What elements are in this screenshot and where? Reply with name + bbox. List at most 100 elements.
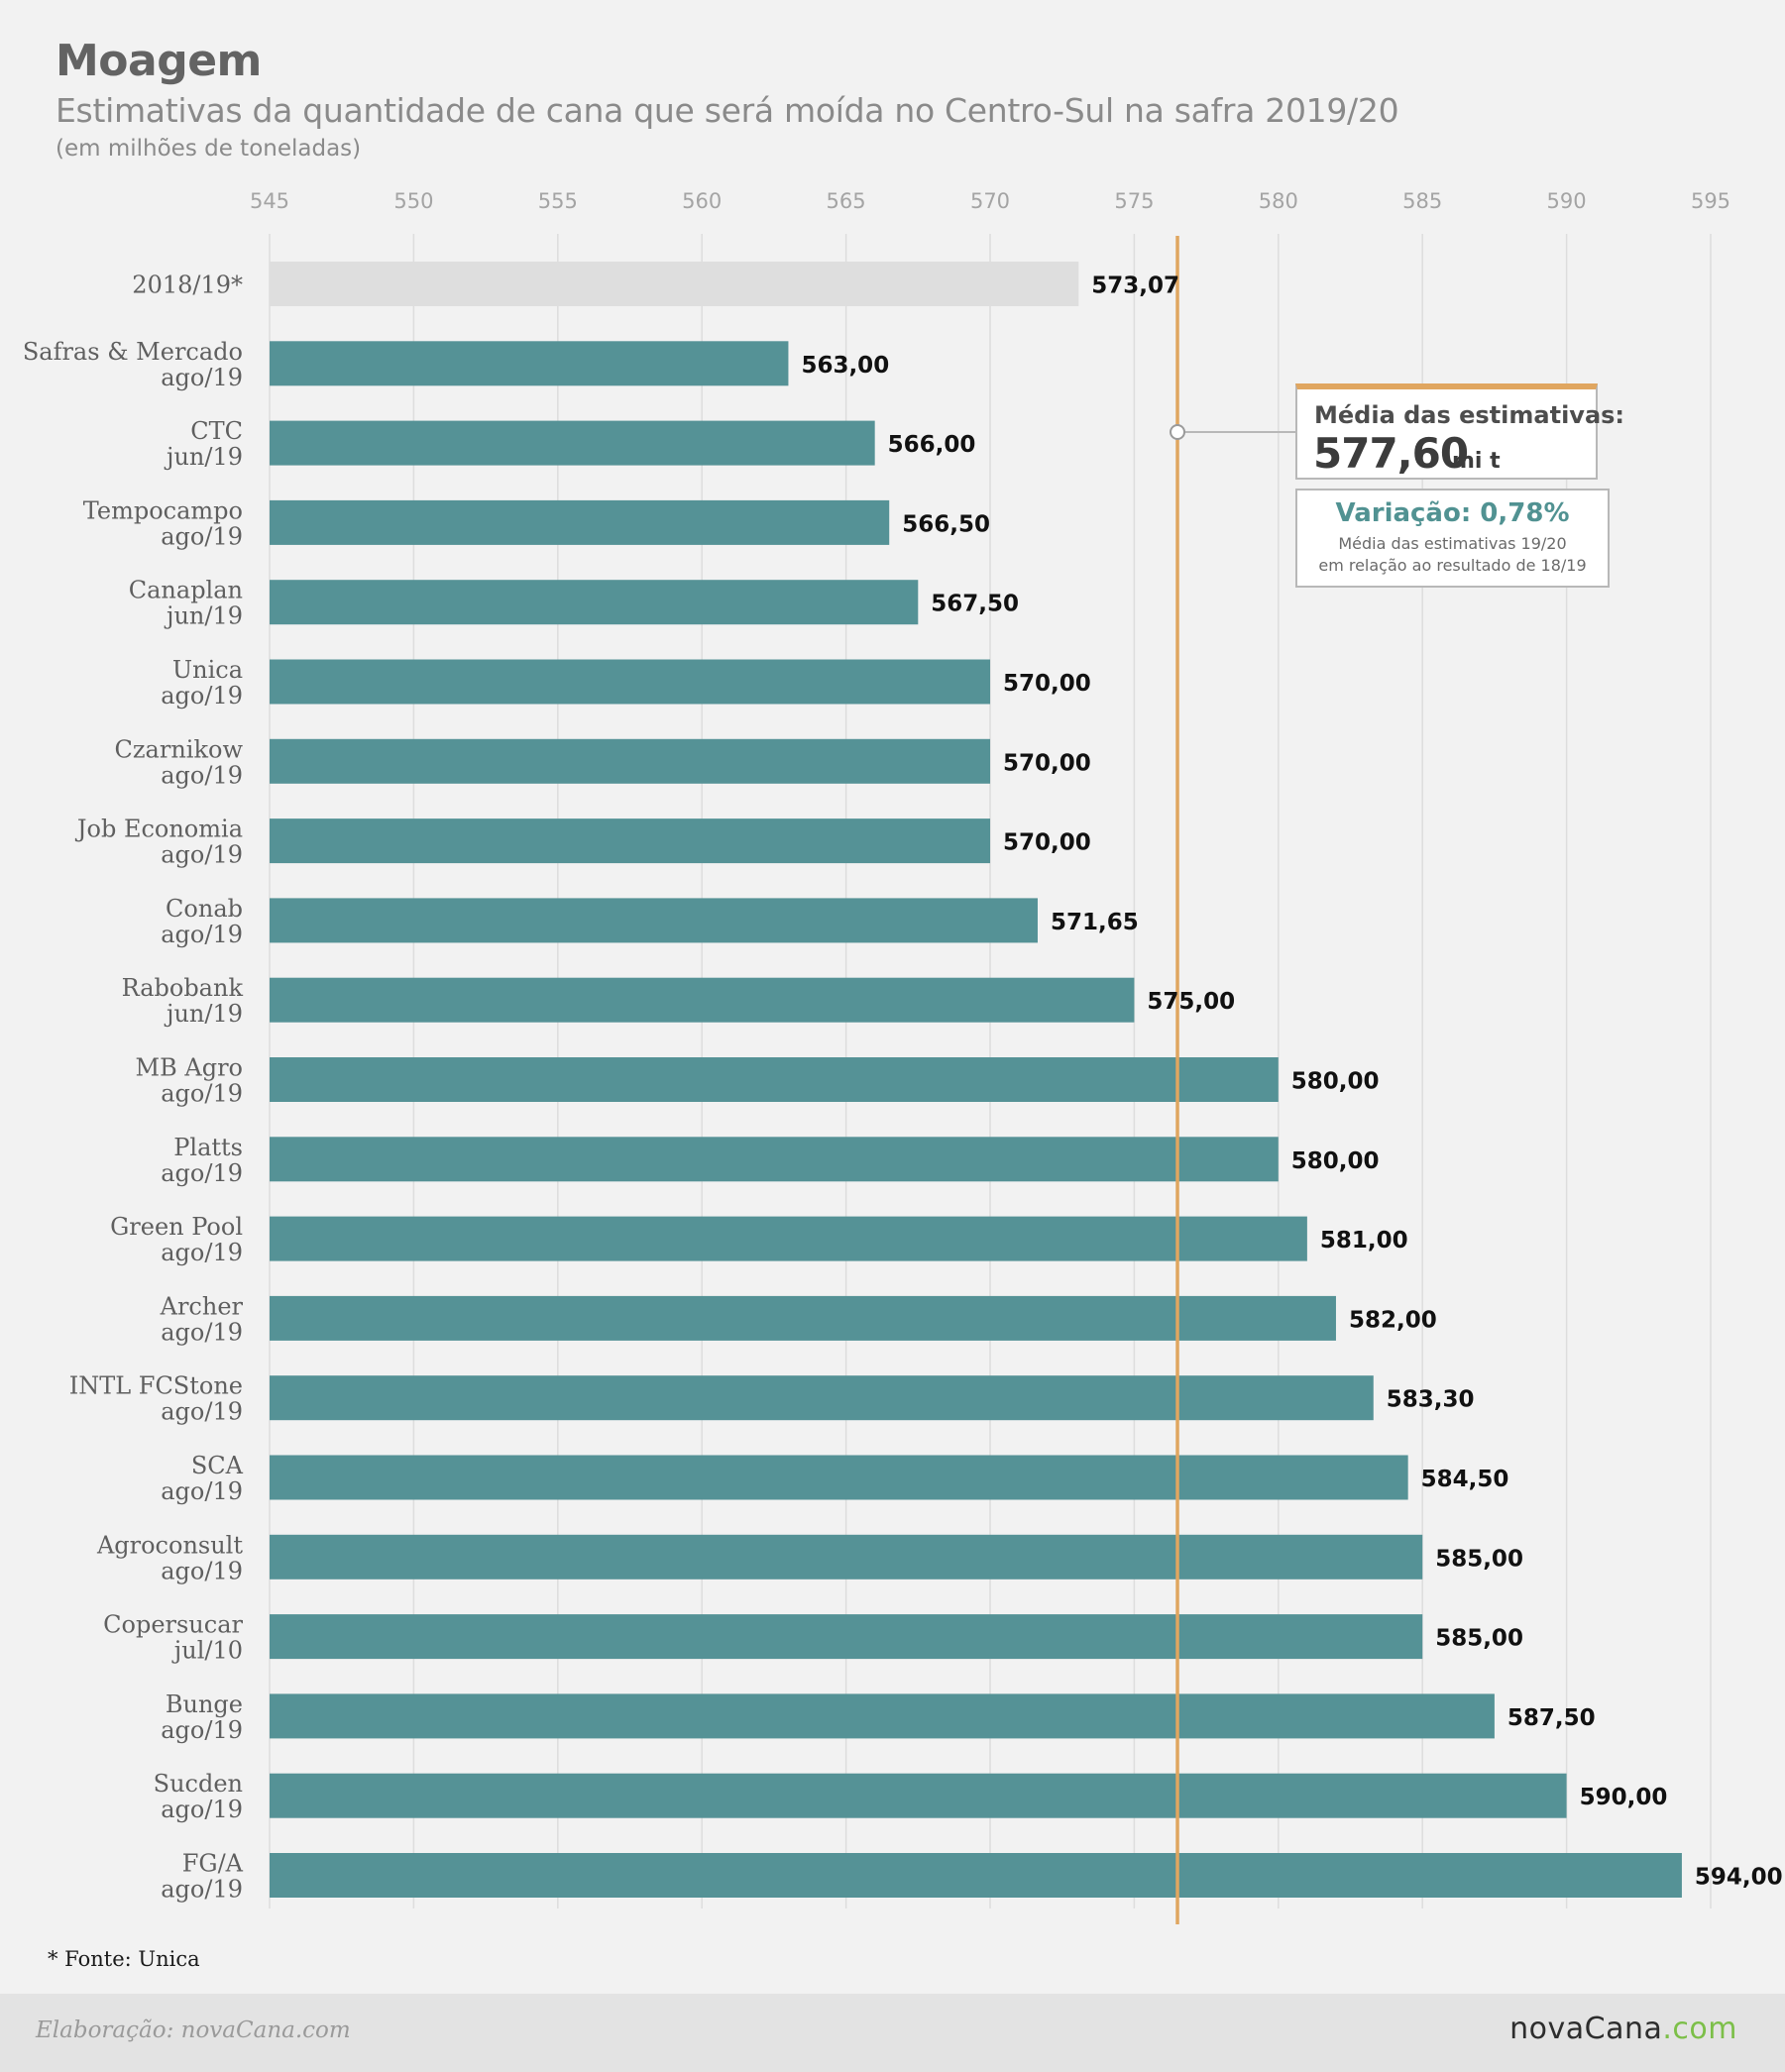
bar-value-label: 563,00 <box>801 353 889 379</box>
x-tick-label: 565 <box>827 189 866 213</box>
bar-chart: 545 550 555 560 565 570 575 580 585 590 595 573,07… <box>23 189 1783 1924</box>
category-date: ago/19 <box>161 1477 243 1505</box>
bar-value-label: 590,00 <box>1580 1785 1668 1810</box>
category-name: Platts <box>173 1134 243 1161</box>
category-date: jul/10 <box>171 1637 243 1665</box>
category-date: ago/19 <box>161 1159 243 1187</box>
variation-description-line2: em relação ao resultado de 18/19 <box>1318 556 1587 575</box>
brand-domain: .com <box>1662 2012 1737 2046</box>
bar-value-label: 570,00 <box>1003 750 1091 776</box>
bar-value-label: 594,00 <box>1695 1865 1783 1891</box>
category-name: Unica <box>172 656 243 684</box>
bar-value-label: 580,00 <box>1291 1069 1380 1095</box>
category-name: Green Pool <box>110 1213 243 1241</box>
category-name: CTC <box>190 417 243 445</box>
bar <box>270 580 919 625</box>
category-name: Canaplan <box>129 577 243 604</box>
category-name: Czarnikow <box>115 735 244 763</box>
chart-subtitle: Estimativas da quantidade de cana que se… <box>56 91 1399 130</box>
category-name: SCA <box>191 1452 244 1479</box>
category-date: ago/19 <box>161 364 243 391</box>
bar <box>270 818 990 864</box>
callout-marker <box>1170 424 1186 440</box>
bar <box>270 1216 1307 1261</box>
bar-value-label: 580,00 <box>1291 1148 1380 1174</box>
category-name: INTL FCStone <box>69 1372 243 1400</box>
bar <box>270 1137 1279 1182</box>
bar-value-label: 566,00 <box>888 432 976 458</box>
brand-logo: novaCana.com <box>1509 2012 1737 2046</box>
category-name: Bunge <box>166 1690 243 1718</box>
chart-title: Moagem <box>56 36 262 86</box>
category-date: ago/19 <box>161 841 243 869</box>
bar <box>270 420 875 466</box>
x-tick-label: 575 <box>1114 189 1154 213</box>
bar <box>270 1614 1423 1660</box>
category-date: ago/19 <box>161 761 243 789</box>
category-name: Agroconsult <box>96 1531 243 1559</box>
bar <box>270 977 1135 1023</box>
category-name: Job Economia <box>74 816 243 843</box>
reference-layer <box>1170 236 1295 1924</box>
bar <box>270 898 1038 943</box>
bar-value-label: 575,00 <box>1147 989 1235 1015</box>
category-name: Safras & Mercado <box>23 338 243 366</box>
category-name: MB Agro <box>136 1054 243 1082</box>
bar-value-label: 570,00 <box>1003 671 1091 697</box>
bar-value-label: 587,50 <box>1507 1705 1596 1731</box>
bars <box>270 262 1682 1898</box>
category-name: FG/A <box>182 1850 244 1878</box>
bar-value-label: 567,50 <box>931 592 1019 617</box>
bar-value-label: 570,00 <box>1003 830 1091 856</box>
x-tick-label: 580 <box>1259 189 1298 213</box>
bar-value-label: 571,65 <box>1051 910 1139 935</box>
x-tick-label: 570 <box>970 189 1010 213</box>
average-label: Média das estimativas: <box>1314 401 1625 429</box>
category-name: 2018/19* <box>132 272 243 299</box>
x-tick-label: 555 <box>538 189 578 213</box>
category-name: Sucden <box>154 1770 243 1798</box>
bar <box>270 1455 1408 1500</box>
bar-value-label: 573,07 <box>1091 273 1179 299</box>
bar <box>270 1853 1682 1898</box>
bar <box>270 499 890 545</box>
category-name: Conab <box>166 895 243 923</box>
category-date: ago/19 <box>161 522 243 550</box>
x-tick-label: 585 <box>1402 189 1442 213</box>
bar-value-label: 585,00 <box>1435 1546 1523 1572</box>
bar <box>270 738 990 784</box>
bar <box>270 659 990 705</box>
category-date: ago/19 <box>161 1239 243 1266</box>
bar <box>270 262 1079 306</box>
bar <box>270 1375 1374 1421</box>
category-date: ago/19 <box>161 1080 243 1108</box>
category-date: ago/19 <box>161 1716 243 1744</box>
variation-label: Variação: 0,78% <box>1335 498 1570 528</box>
bar-value-label: 583,30 <box>1387 1387 1475 1413</box>
bar <box>270 1295 1336 1341</box>
brand-name: novaCana <box>1509 2012 1663 2046</box>
bar-value-label: 581,00 <box>1320 1228 1408 1254</box>
x-tick-label: 560 <box>682 189 722 213</box>
category-date: ago/19 <box>161 1557 243 1584</box>
category-name: Tempocampo <box>83 496 243 524</box>
variation-callout: Variação: 0,78% Média das estimativas 19… <box>1295 489 1610 588</box>
category-date: ago/19 <box>161 682 243 709</box>
category-date: ago/19 <box>161 1318 243 1346</box>
x-tick-label: 590 <box>1547 189 1587 213</box>
category-date: ago/19 <box>161 1398 243 1426</box>
bar-value-label: 584,50 <box>1421 1467 1509 1492</box>
variation-description-line1: Média das estimativas 19/20 <box>1338 534 1567 553</box>
bar <box>270 341 789 386</box>
bar <box>270 1773 1567 1818</box>
category-date: jun/19 <box>164 1000 243 1028</box>
average-value: 577,60 <box>1313 429 1469 478</box>
footnote: * Fonte: Unica <box>48 1947 200 1971</box>
bar-value-label: 585,00 <box>1435 1626 1523 1652</box>
bar <box>270 1057 1279 1102</box>
category-date: ago/19 <box>161 1796 243 1823</box>
chart-unit-note: (em milhões de toneladas) <box>56 136 362 162</box>
bar-value-label: 582,00 <box>1349 1307 1437 1333</box>
x-tick-label: 595 <box>1691 189 1730 213</box>
